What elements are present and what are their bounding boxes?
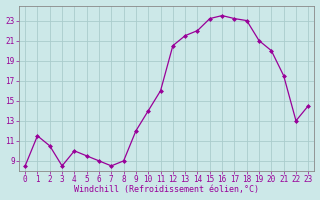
X-axis label: Windchill (Refroidissement éolien,°C): Windchill (Refroidissement éolien,°C) [74,185,259,194]
